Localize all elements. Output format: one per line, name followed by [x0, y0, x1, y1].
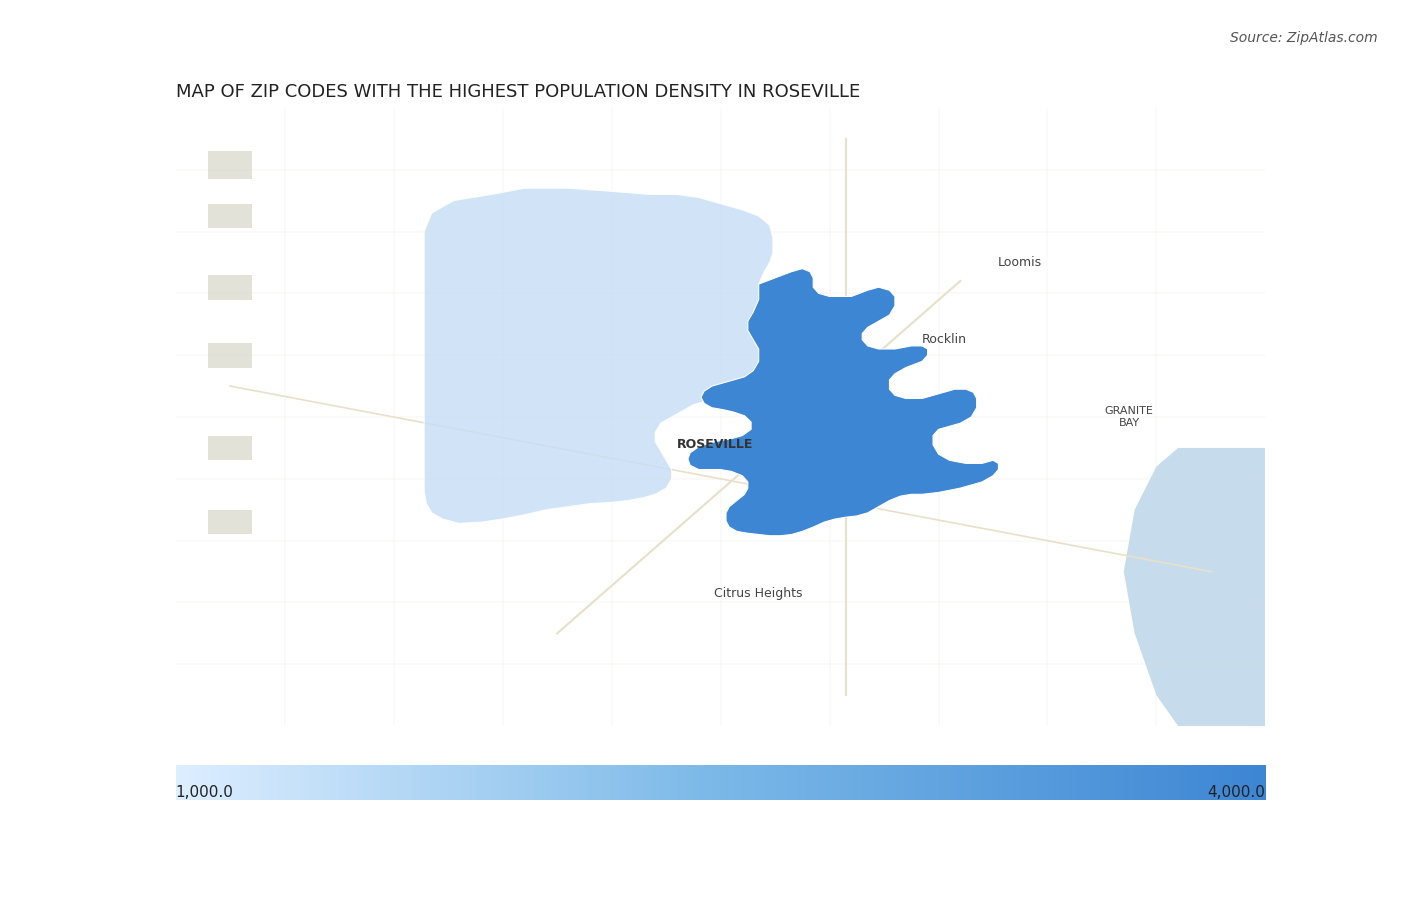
Bar — [208, 343, 252, 368]
Polygon shape — [1123, 448, 1265, 726]
Bar — [208, 436, 252, 460]
Bar — [208, 510, 252, 535]
Text: 4,000.0: 4,000.0 — [1208, 785, 1265, 800]
Bar — [208, 204, 252, 228]
Text: Rocklin: Rocklin — [921, 334, 966, 346]
Text: Citrus Heights: Citrus Heights — [714, 587, 803, 600]
Text: Loomis: Loomis — [998, 256, 1042, 269]
Text: Source: ZipAtlas.com: Source: ZipAtlas.com — [1230, 31, 1378, 46]
Text: MAP OF ZIP CODES WITH THE HIGHEST POPULATION DENSITY IN ROSEVILLE: MAP OF ZIP CODES WITH THE HIGHEST POPULA… — [176, 83, 860, 101]
Polygon shape — [425, 188, 773, 523]
Bar — [208, 151, 252, 179]
Polygon shape — [688, 269, 998, 536]
Text: 1,000.0: 1,000.0 — [176, 785, 233, 800]
Text: ROSEVILLE: ROSEVILLE — [676, 439, 754, 451]
Text: GRANITE
BAY: GRANITE BAY — [1105, 406, 1154, 428]
Bar — [208, 275, 252, 299]
